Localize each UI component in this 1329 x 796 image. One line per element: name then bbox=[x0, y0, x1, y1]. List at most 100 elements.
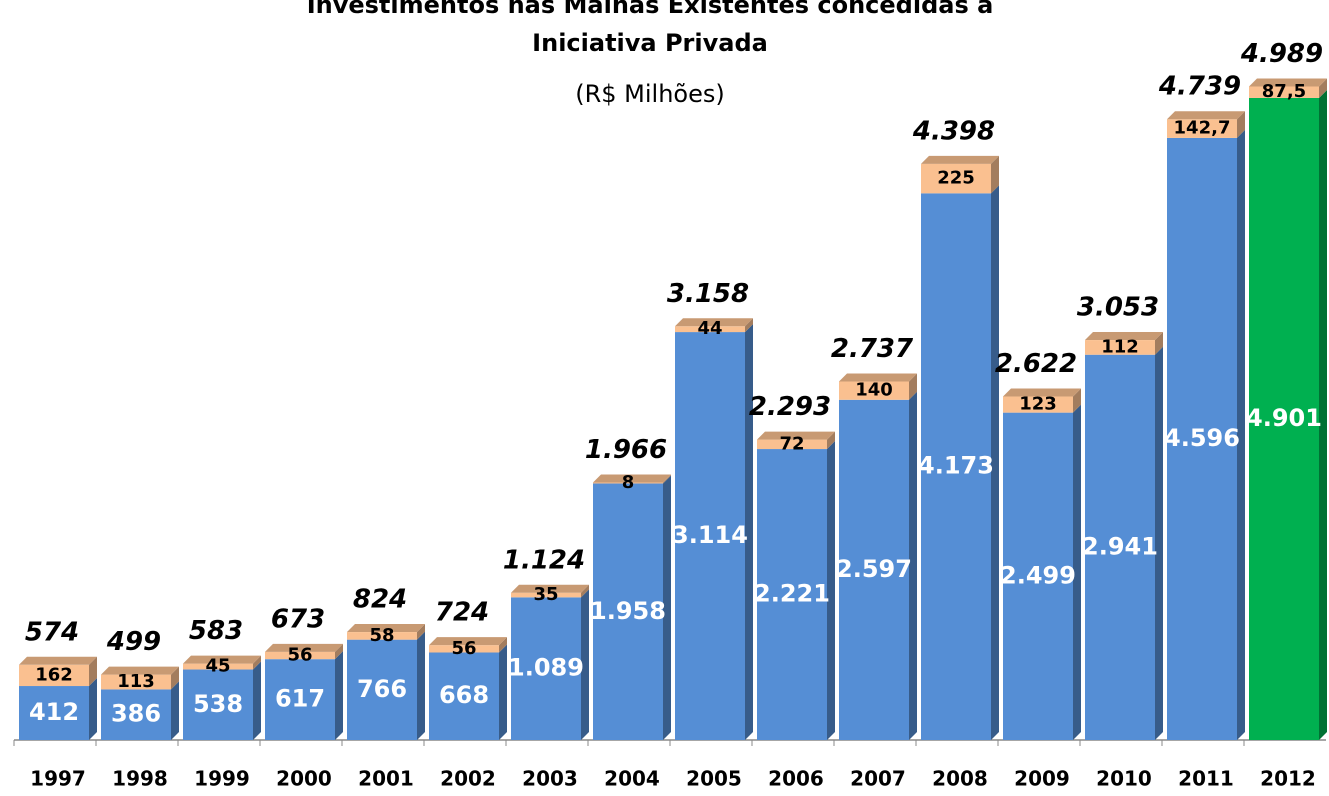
bar bbox=[265, 659, 335, 740]
value-label: 386 bbox=[111, 700, 161, 728]
bar bbox=[183, 669, 253, 740]
x-tick-label: 2003 bbox=[522, 767, 578, 791]
bar bbox=[593, 483, 663, 740]
total-label: 2.622 bbox=[995, 349, 1077, 379]
x-tick-label: 2002 bbox=[440, 767, 496, 791]
bar-top bbox=[183, 655, 261, 664]
value-label: 140 bbox=[855, 380, 893, 401]
bar-side bbox=[1073, 404, 1081, 740]
bar-side bbox=[253, 655, 261, 670]
bar bbox=[347, 639, 417, 740]
bar-side bbox=[745, 324, 753, 740]
value-label: 225 bbox=[937, 168, 975, 189]
bar-side bbox=[991, 155, 999, 194]
total-label: 724 bbox=[435, 598, 489, 628]
value-label: 58 bbox=[369, 625, 394, 646]
bar-top bbox=[429, 637, 507, 646]
value-label: 4.901 bbox=[1246, 404, 1322, 432]
x-tick-label: 2001 bbox=[358, 767, 414, 791]
bar-side bbox=[335, 651, 343, 740]
value-label: 113 bbox=[117, 671, 155, 692]
total-label: 824 bbox=[353, 585, 407, 615]
value-label: 72 bbox=[779, 433, 804, 454]
bar-top bbox=[839, 373, 917, 382]
bar bbox=[921, 163, 991, 194]
x-tick-label: 1997 bbox=[30, 767, 86, 791]
bar-side bbox=[89, 678, 97, 740]
bar-side bbox=[827, 441, 835, 740]
bar-side bbox=[171, 666, 179, 690]
bar bbox=[511, 597, 581, 740]
value-label: 56 bbox=[287, 645, 312, 666]
value-label: 1.958 bbox=[590, 597, 666, 625]
x-tick-label: 1998 bbox=[112, 767, 168, 791]
value-label: 617 bbox=[275, 685, 325, 713]
bar bbox=[101, 689, 171, 740]
bar-top bbox=[347, 624, 425, 633]
bar bbox=[1249, 97, 1319, 741]
total-label: 4.398 bbox=[912, 116, 995, 146]
x-tick-label: 2006 bbox=[768, 767, 824, 791]
bar bbox=[1085, 340, 1155, 355]
bar-side bbox=[581, 589, 589, 740]
total-label: 4.989 bbox=[1240, 39, 1323, 69]
bar-top bbox=[511, 584, 589, 593]
bar-top bbox=[19, 656, 97, 665]
bar-side bbox=[89, 656, 97, 687]
total-label: 583 bbox=[189, 616, 243, 646]
x-tick-label: 2004 bbox=[604, 767, 660, 791]
value-label: 35 bbox=[533, 584, 558, 605]
chart-subtitle: (R$ Milhões) bbox=[575, 80, 725, 108]
bar-side bbox=[171, 681, 179, 740]
bar-top bbox=[265, 643, 343, 652]
x-tick-label: 2011 bbox=[1178, 767, 1234, 791]
value-label: 2.597 bbox=[836, 555, 912, 583]
x-tick-label: 2008 bbox=[932, 767, 988, 791]
bar bbox=[19, 686, 89, 740]
bar-side bbox=[909, 391, 917, 740]
x-tick-label: 2012 bbox=[1260, 767, 1316, 791]
bar bbox=[183, 663, 253, 670]
bar bbox=[347, 632, 417, 640]
bar bbox=[511, 592, 581, 598]
bar-top bbox=[1249, 78, 1327, 87]
bar bbox=[1167, 137, 1237, 740]
bar-side bbox=[499, 644, 507, 740]
bar bbox=[429, 645, 499, 653]
total-label: 499 bbox=[106, 627, 161, 657]
chart-title: Investimentos nas Malhas Existentes conc… bbox=[306, 0, 994, 57]
x-tick-label: 2005 bbox=[686, 767, 742, 791]
value-label: 2.499 bbox=[1000, 561, 1076, 589]
value-label: 87,5 bbox=[1262, 81, 1306, 102]
bar bbox=[675, 326, 745, 333]
bar bbox=[921, 193, 991, 740]
total-label: 673 bbox=[271, 604, 325, 634]
bar bbox=[265, 651, 335, 660]
x-tick-label: 2007 bbox=[850, 767, 906, 791]
total-label: 574 bbox=[25, 617, 79, 647]
x-tick-label: 2000 bbox=[276, 767, 332, 791]
bar-side bbox=[1319, 89, 1327, 741]
value-label: 112 bbox=[1101, 336, 1139, 357]
value-label: 1.089 bbox=[508, 654, 584, 682]
bar bbox=[1249, 86, 1319, 98]
bar-side bbox=[1237, 111, 1245, 138]
bar-top bbox=[675, 318, 753, 327]
bar-top bbox=[593, 474, 671, 483]
bar-side bbox=[909, 373, 917, 400]
total-label: 3.053 bbox=[1077, 293, 1159, 323]
bar-top bbox=[1167, 111, 1245, 120]
bar bbox=[593, 482, 663, 484]
bar bbox=[839, 399, 909, 740]
bar-side bbox=[1319, 78, 1327, 98]
bar-top bbox=[921, 155, 999, 164]
bar-top bbox=[1085, 332, 1163, 341]
total-label: 2.737 bbox=[831, 334, 914, 364]
value-label: 538 bbox=[193, 690, 243, 718]
value-label: 45 bbox=[205, 656, 230, 677]
bar-top bbox=[757, 431, 835, 440]
x-tick-label: 2010 bbox=[1096, 767, 1152, 791]
bar-side bbox=[745, 318, 753, 333]
bar-side bbox=[1155, 332, 1163, 355]
bar bbox=[1167, 119, 1237, 138]
